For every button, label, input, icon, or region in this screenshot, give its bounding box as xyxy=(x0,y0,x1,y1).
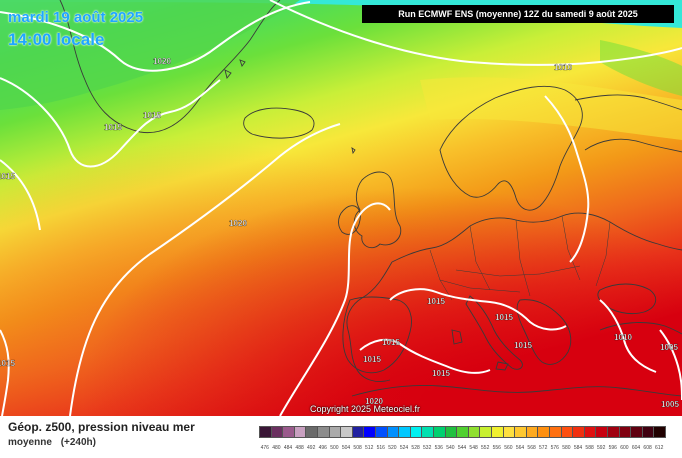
isobar-label: 1015 xyxy=(104,123,122,132)
isobar-1020-north xyxy=(0,1,311,72)
legend-tick-label: 528 xyxy=(411,445,420,451)
greenland-coast xyxy=(59,0,281,134)
europe-mainland xyxy=(346,212,682,382)
legend-tick-label: 584 xyxy=(573,445,583,451)
faroe-islets xyxy=(351,147,356,155)
british-isles xyxy=(353,171,402,249)
isobar-label: 1020 xyxy=(365,397,383,406)
isobar-label: 1015 xyxy=(514,341,532,350)
legend-tick-label: 516 xyxy=(376,445,385,451)
iberia xyxy=(342,296,412,374)
legend-tick-label: 480 xyxy=(272,445,281,451)
ireland xyxy=(338,205,361,235)
legend-tick-label: 592 xyxy=(597,445,606,451)
isobar-1015-med xyxy=(359,338,491,374)
legend-tick-label: 536 xyxy=(434,445,443,451)
legend-tick-label: 572 xyxy=(539,445,548,451)
balkans xyxy=(516,299,572,365)
footer-subtitle: moyenne (+240h) xyxy=(8,437,102,448)
legend-tick-label: 476 xyxy=(260,445,269,451)
isobar-label: 1010 xyxy=(614,333,632,342)
isobar-label: 1015 xyxy=(143,111,161,120)
legend-tick-label: 500 xyxy=(330,445,339,451)
model-run-label: Run ECMWF ENS (moyenne) 12Z du samedi 9 … xyxy=(362,5,674,23)
legend-swatch xyxy=(653,426,666,438)
legend-tick-label: 576 xyxy=(550,445,559,451)
isobar-1015-europe xyxy=(389,288,567,331)
footer-subtitle-right: (+240h) xyxy=(60,437,96,448)
weather-map: 1020101510151015102010101015101510151015… xyxy=(0,0,682,416)
isobar-label: 1015 xyxy=(363,355,381,364)
italy xyxy=(465,295,523,370)
legend-tick-label: 588 xyxy=(585,445,594,451)
isobar-1020-atlantic xyxy=(69,123,341,416)
black-sea xyxy=(597,283,657,315)
legend-tick-label: 604 xyxy=(631,445,641,451)
legend-tick-label: 496 xyxy=(318,445,327,451)
legend-tick-label: 488 xyxy=(295,445,304,451)
isobar-1010-north xyxy=(269,0,682,66)
isobar-label: 1015 xyxy=(382,338,400,347)
isobar-label: 1005 xyxy=(660,343,678,352)
finland-russia xyxy=(574,94,682,153)
isobar-1015-southwest xyxy=(0,329,10,416)
forecast-time: 14:00 locale xyxy=(8,30,105,49)
legend-tick-label: 608 xyxy=(643,445,652,451)
legend-tick-label: 564 xyxy=(515,445,525,451)
geopotential-field xyxy=(0,0,682,416)
isobar-label: 1015 xyxy=(427,297,445,306)
legend-tick-label: 568 xyxy=(527,445,536,451)
isobar-label: 1015 xyxy=(0,359,15,368)
isobar-1010-east xyxy=(599,299,657,373)
legend-tick-label: 612 xyxy=(655,445,664,451)
legend-tick-label: 560 xyxy=(504,445,513,451)
sicily-sardinia xyxy=(451,329,509,371)
isobar-label: 1010 xyxy=(554,63,572,72)
scandinavia xyxy=(439,85,583,211)
legend-tick-label: 544 xyxy=(457,445,467,451)
legend-tick-label: 552 xyxy=(481,445,490,451)
footer-title: Géop. z500, pression niveau mer xyxy=(8,420,195,434)
legend-tick-label: 504 xyxy=(341,445,351,451)
legend-tick-label: 600 xyxy=(620,445,629,451)
legend-tick-label: 532 xyxy=(423,445,432,451)
isobar-1015-west xyxy=(0,159,41,231)
isobar-label: 1020 xyxy=(229,219,247,228)
isobar-labels: 1020101510151015102010101015101510151015… xyxy=(0,57,680,409)
forecast-date: mardi 19 août 2025 xyxy=(8,9,144,26)
isobar-1020-high xyxy=(279,202,391,416)
isobar-label: 1015 xyxy=(495,313,513,322)
legend-tick-label: 492 xyxy=(307,445,316,451)
legend-tick-label: 556 xyxy=(492,445,501,451)
legend-tick-label: 512 xyxy=(365,445,374,451)
copyright-label: Copyright 2025 Meteociel.fr xyxy=(310,404,421,414)
isobar-label: 1015 xyxy=(0,172,15,181)
north-africa xyxy=(351,385,682,397)
iceland-coast xyxy=(243,107,315,139)
country-borders xyxy=(429,215,611,301)
legend-tick-label: 580 xyxy=(562,445,571,451)
legend-tick-label: 484 xyxy=(283,445,293,451)
legend-tick-label: 548 xyxy=(469,445,478,451)
footer-subtitle-left: moyenne xyxy=(8,437,52,448)
coastlines xyxy=(59,0,682,397)
legend-tick-label: 596 xyxy=(608,445,617,451)
isobar-label: 1015 xyxy=(432,369,450,378)
isobar-label: 1020 xyxy=(153,57,171,66)
isobar-label: 1005 xyxy=(661,400,679,409)
isobar-1015-scandi xyxy=(544,95,590,263)
greenland-east-islets xyxy=(224,59,246,79)
legend-tick-label: 520 xyxy=(388,445,397,451)
legend-tick-label: 508 xyxy=(353,445,362,451)
legend-tick-label: 540 xyxy=(446,445,455,451)
isobars xyxy=(0,0,682,416)
isobar-1015-greenland xyxy=(0,77,221,168)
legend-tick-label: 524 xyxy=(399,445,409,451)
